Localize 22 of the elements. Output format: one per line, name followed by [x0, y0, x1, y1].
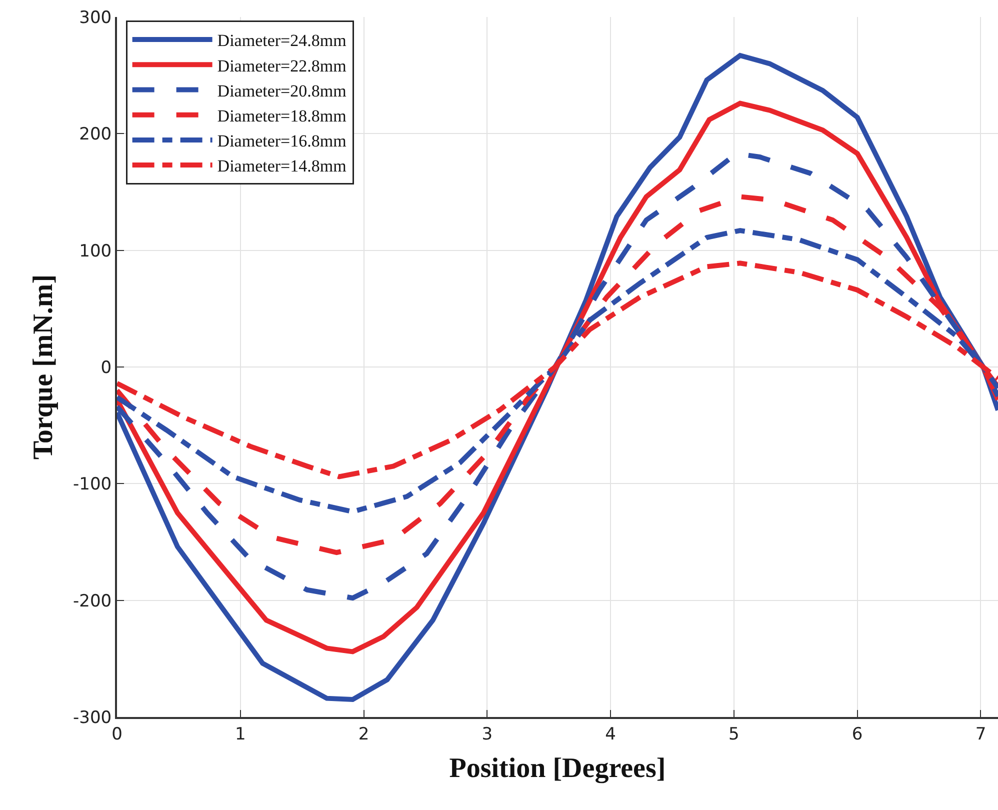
y-tick-label: 0 — [100, 358, 112, 378]
y-tick-label: -200 — [73, 591, 112, 612]
y-tick-label: 100 — [79, 241, 112, 262]
y-tick-label: 200 — [79, 124, 112, 145]
x-tick-label: 2 — [358, 724, 370, 744]
x-tick-label: 3 — [482, 724, 493, 744]
x-axis-title: Position [Degrees] — [449, 753, 666, 784]
y-tick-label: -100 — [73, 474, 112, 495]
legend-label: Diameter=18.8mm — [217, 106, 346, 126]
y-tick-label: -300 — [73, 708, 112, 728]
x-tick-label: 4 — [605, 724, 616, 744]
x-tick-label: 5 — [728, 724, 740, 744]
legend-label: Diameter=20.8mm — [217, 81, 346, 100]
x-tick-label: 1 — [234, 724, 246, 744]
x-tick-label: 7 — [975, 724, 986, 744]
legend-label: Diameter=14.8mm — [217, 156, 346, 176]
y-tick-label: 300 — [79, 8, 112, 28]
x-tick-label: 6 — [852, 724, 863, 744]
legend-label: Diameter=22.8mm — [217, 56, 346, 76]
legend-label: Diameter=16.8mm — [217, 132, 346, 151]
y-axis-title: Torque [mN.m] — [28, 274, 60, 460]
legend-label: Diameter=24.8mm — [217, 31, 346, 50]
